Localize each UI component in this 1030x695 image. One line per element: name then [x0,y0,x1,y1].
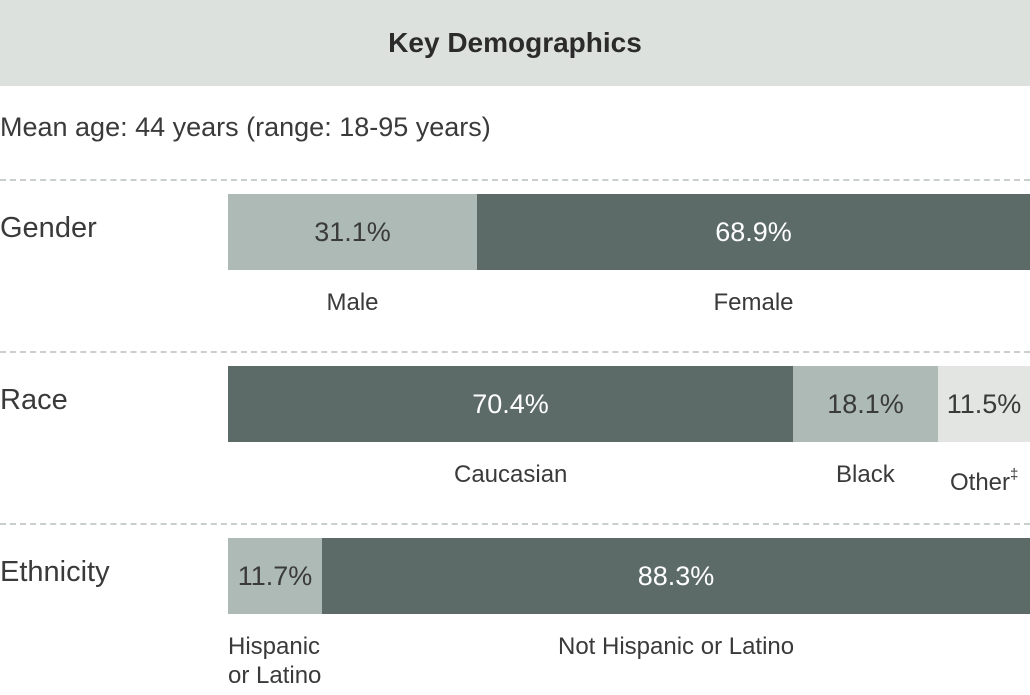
segment-label-black: Black [836,461,895,488]
row-divider [0,351,1030,353]
segment-female: 68.9% [477,194,1030,270]
segment-caucasian: 70.4% [228,366,793,442]
header-banner: Key Demographics [0,0,1030,86]
segment-label-other: Other‡ [950,466,1019,496]
row-divider [0,179,1030,181]
segment-hispanic-or-latino: 11.7% [228,538,322,614]
segment-label-female: Female [713,289,794,316]
segment-label-caucasian: Caucasian [454,461,568,488]
chart-title: Key Demographics [388,27,642,58]
row-label-race: Race [0,384,68,416]
bar-race: 70.4% 18.1% 11.5% [228,366,1030,442]
segment-male: 31.1% [228,194,477,270]
row-label-ethnicity: Ethnicity [0,556,110,588]
segment-black: 18.1% [793,366,938,442]
row-divider [0,523,1030,525]
row-label-gender: Gender [0,212,97,244]
bar-ethnicity: 11.7% 88.3% [228,538,1030,614]
segment-label-hispanic-or-latino: Hispanic or Latino [228,633,322,689]
bar-gender: 31.1% 68.9% [228,194,1030,270]
segment-not-hispanic-or-latino: 88.3% [322,538,1030,614]
segment-other: 11.5% [938,366,1030,442]
segment-label-not-hispanic-or-latino: Not Hispanic or Latino [558,633,795,660]
segment-label-male: Male [326,289,379,316]
mean-age-text: Mean age: 44 years (range: 18-95 years) [0,112,491,142]
